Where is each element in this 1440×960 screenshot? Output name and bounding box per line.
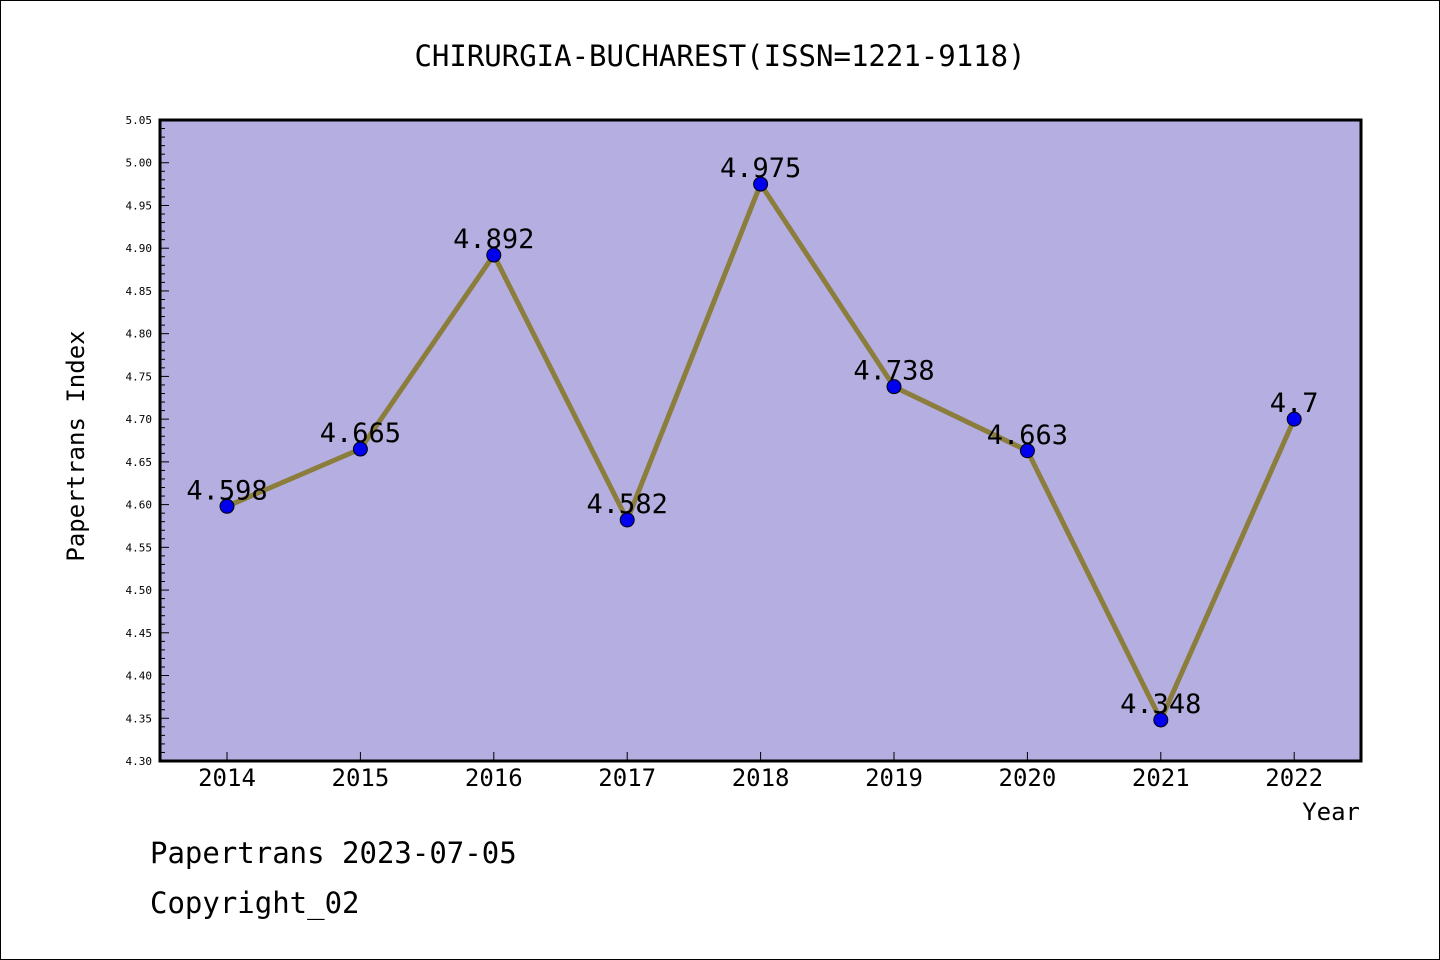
y-axis-label: Papertrans Index: [62, 330, 90, 561]
y-tick-label: 4.65: [126, 456, 153, 469]
data-label: 4.598: [186, 475, 267, 506]
x-tick-label: 2016: [465, 764, 523, 792]
y-tick-label: 4.50: [126, 584, 153, 597]
y-tick-label: 4.95: [126, 199, 153, 212]
y-tick-label: 4.55: [126, 541, 153, 554]
y-tick-label: 4.45: [126, 627, 153, 640]
y-tick-label: 4.30: [126, 755, 153, 768]
data-label: 4.738: [853, 356, 934, 387]
data-label: 4.348: [1120, 689, 1201, 720]
footer-copyright: Copyright_02: [150, 886, 360, 920]
x-tick-label: 2021: [1132, 764, 1190, 792]
chart-title: CHIRURGIA-BUCHAREST(ISSN=1221-9118): [414, 39, 1025, 73]
x-tick-label: 2014: [198, 764, 256, 792]
x-tick-label: 2015: [332, 764, 390, 792]
x-tick-label: 2019: [865, 764, 923, 792]
x-tick-label: 2022: [1265, 764, 1323, 792]
x-tick-label: 2020: [999, 764, 1057, 792]
y-tick-label: 4.75: [126, 370, 153, 383]
y-tick-label: 4.80: [126, 328, 153, 341]
y-tick-label: 4.60: [126, 499, 153, 512]
y-tick-label: 5.05: [126, 114, 153, 127]
y-tick-label: 4.70: [126, 413, 153, 426]
y-tick-label: 4.35: [126, 712, 153, 725]
x-tick-label: 2017: [598, 764, 656, 792]
y-tick-label: 4.85: [126, 285, 153, 298]
data-label: 4.892: [453, 224, 534, 255]
data-label: 4.7: [1270, 388, 1319, 419]
data-label: 4.663: [987, 420, 1068, 451]
data-label: 4.582: [587, 489, 668, 520]
footer-date: Papertrans 2023-07-05: [150, 836, 517, 870]
y-tick-label: 4.40: [126, 670, 153, 683]
data-label: 4.665: [320, 418, 401, 449]
x-axis-label: Year: [1302, 798, 1360, 826]
y-tick-label: 4.90: [126, 242, 153, 255]
data-label: 4.975: [720, 153, 801, 184]
y-tick-label: 5.00: [126, 157, 153, 170]
x-tick-label: 2018: [732, 764, 790, 792]
